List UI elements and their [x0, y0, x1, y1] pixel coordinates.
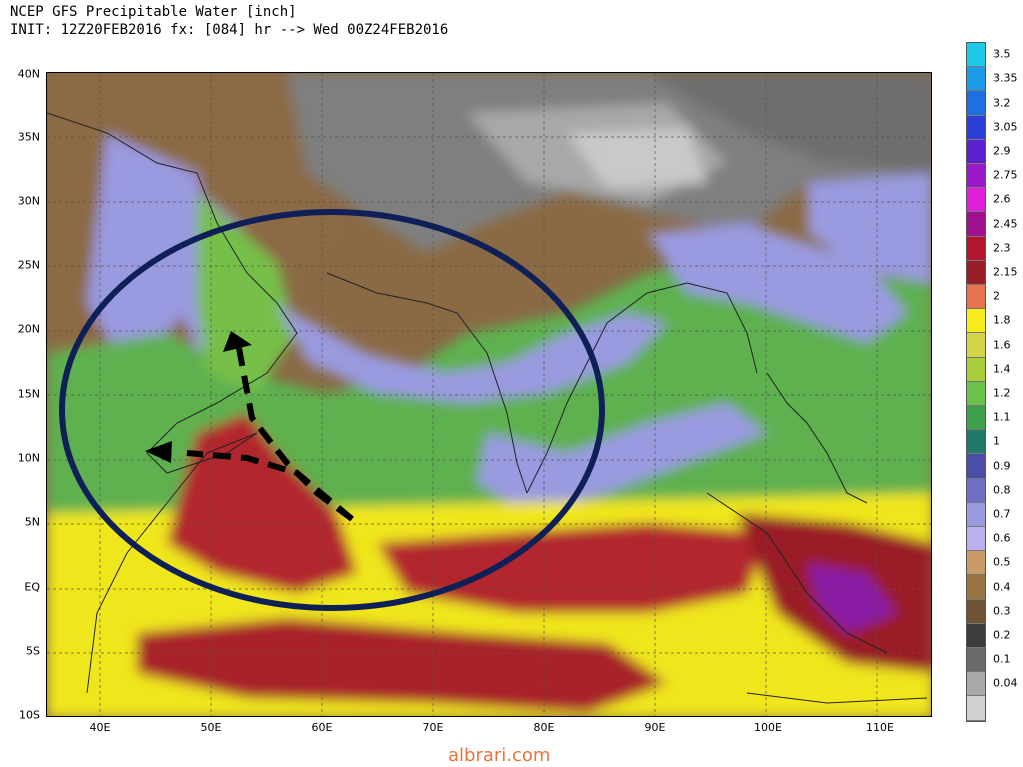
lon-label-70e: 70E [422, 721, 444, 734]
legend-label: 2.15 [993, 265, 1018, 279]
legend-swatch [967, 188, 985, 213]
legend-label: 0.1 [993, 652, 1011, 666]
legend-swatch [967, 164, 985, 189]
legend-label: 3.05 [993, 120, 1018, 134]
legend-label: 2.3 [993, 241, 1011, 255]
title-line-2: INIT: 12Z20FEB2016 fx: [084] hr --> Wed … [10, 22, 449, 38]
legend-swatch [967, 260, 985, 285]
lat-label-eq: EQ [24, 580, 40, 594]
legend-swatch [967, 333, 985, 358]
lat-label-25n: 25N [17, 258, 40, 272]
lat-label-30n: 30N [17, 194, 40, 208]
map-canvas [47, 73, 931, 716]
legend-label: 1.2 [993, 386, 1011, 400]
legend-swatch [967, 430, 985, 455]
legend-label: 1 [993, 434, 1000, 448]
lon-label-40e: 40E [89, 721, 111, 734]
highlight-ellipse [59, 209, 605, 611]
legend-swatch [967, 551, 985, 576]
lon-label-100e: 100E [754, 721, 782, 734]
grid-lines [47, 73, 931, 716]
legend-label: 1.8 [993, 313, 1011, 327]
coastlines [47, 112, 928, 704]
arrow-west [186, 450, 354, 522]
legend-swatch [967, 454, 985, 479]
legend-swatch [967, 43, 985, 68]
watermark: albrari.com [448, 745, 551, 766]
legend-label: 1.6 [993, 338, 1011, 351]
lat-label-35n: 35N [17, 130, 40, 144]
lat-label-20n: 20N [17, 322, 40, 336]
legend-swatch [967, 381, 985, 406]
lon-label-80e: 80E [533, 721, 555, 734]
lat-label-10s: 10S [19, 708, 40, 722]
precipitable-water-map [46, 72, 932, 717]
legend-swatch [967, 502, 985, 527]
legend-label: 2 [993, 289, 1000, 303]
lat-label-40n: 40N [17, 67, 40, 81]
arrow-north-head [223, 331, 252, 352]
legend-swatch [967, 623, 985, 648]
legend-label: 2.6 [993, 192, 1011, 206]
legend-swatch [967, 406, 985, 431]
legend-swatch [967, 67, 985, 92]
legend-label: 0.7 [993, 507, 1011, 521]
legend-label: 0.2 [993, 628, 1011, 642]
legend-swatch [967, 139, 985, 164]
title-line-1: NCEP GFS Precipitable Water [inch] [10, 4, 297, 20]
legend-swatch [967, 236, 985, 261]
legend-label: 1.4 [993, 362, 1011, 376]
legend-label: 0.6 [993, 531, 1011, 545]
lon-label-50e: 50E [200, 721, 222, 734]
lat-label-5n: 5N [24, 515, 40, 529]
color-legend [966, 42, 986, 722]
legend-label: 0.5 [993, 555, 1011, 569]
legend-swatch [967, 575, 985, 600]
legend-label: 0.04 [993, 676, 1018, 690]
legend-swatch [967, 309, 985, 334]
legend-label: 0.9 [993, 459, 1011, 472]
lat-label-5s: 5S [26, 644, 40, 658]
legend-label: 2.9 [993, 144, 1011, 158]
legend-swatch [967, 212, 985, 237]
legend-swatch [967, 285, 985, 310]
lon-label-110e: 110E [866, 721, 894, 734]
legend-label: 2.45 [993, 217, 1018, 230]
moisture-flow-arrows [145, 331, 354, 522]
legend-swatch [967, 527, 985, 552]
lon-label-60e: 60E [311, 721, 333, 734]
legend-label: 3.5 [993, 47, 1011, 61]
legend-label: 0.4 [993, 580, 1011, 593]
legend-swatch [967, 648, 985, 673]
legend-swatch [967, 599, 985, 624]
legend-label: 0.3 [993, 604, 1011, 618]
legend-label: 0.8 [993, 483, 1011, 497]
legend-label: 3.2 [993, 96, 1011, 109]
legend-label: 2.75 [993, 168, 1018, 182]
lon-label-90e: 90E [644, 721, 666, 734]
legend-swatch [967, 672, 985, 697]
legend-swatch [967, 357, 985, 382]
legend-swatch [967, 696, 985, 721]
arrow-west-head [145, 441, 172, 463]
legend-swatch [967, 115, 985, 140]
legend-swatch [967, 91, 985, 116]
lat-label-15n: 15N [17, 387, 40, 401]
legend-swatch [967, 478, 985, 503]
lat-label-10n: 10N [17, 451, 40, 465]
legend-label: 1.1 [993, 410, 1011, 424]
legend-label: 3.35 [993, 71, 1018, 85]
